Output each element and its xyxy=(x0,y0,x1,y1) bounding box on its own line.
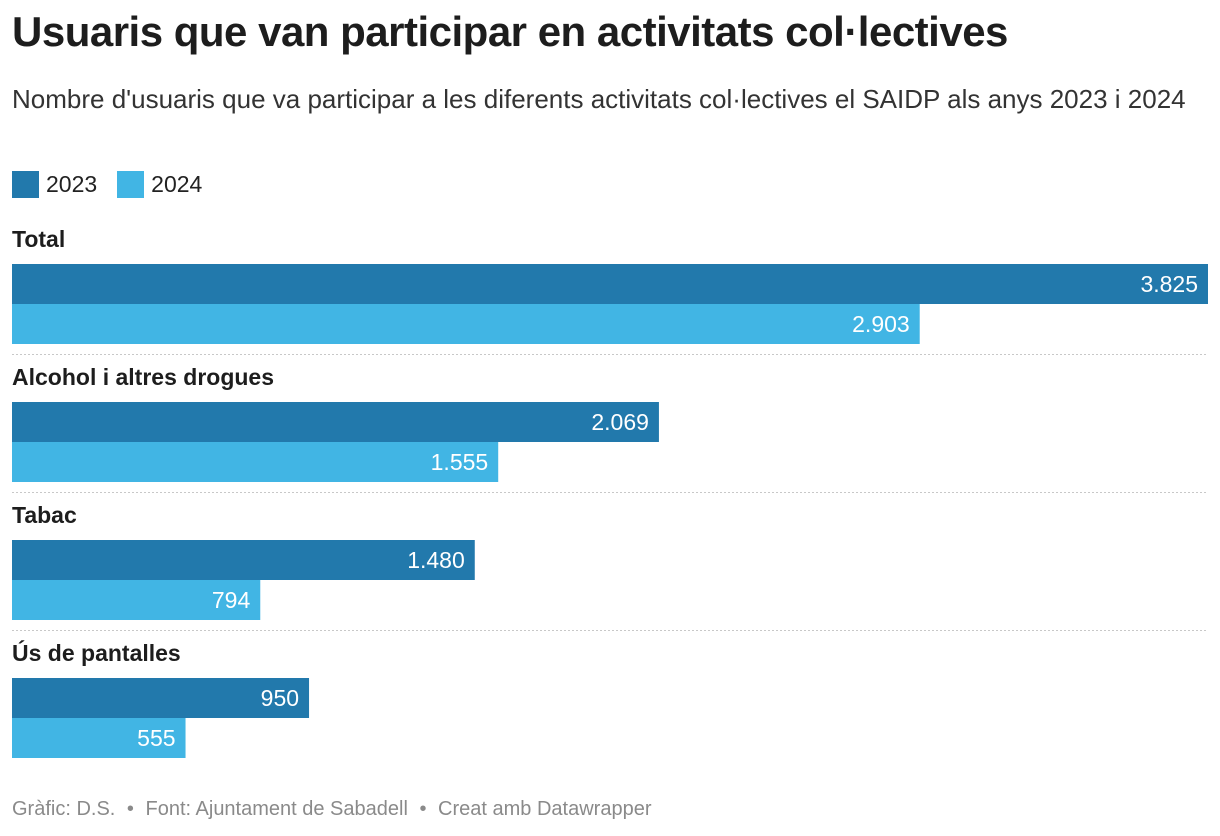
footer-separator-1: • xyxy=(126,798,134,820)
category-label-alcohol-i-altres-drogues: Alcohol i altres drogues xyxy=(12,364,274,390)
category-label-tabac: Tabac xyxy=(12,502,77,528)
chart-title: Usuaris que van participar en activitats… xyxy=(12,8,1008,55)
value-label-us-de-pantalles-2024: 555 xyxy=(137,725,175,751)
legend: 2023 2024 xyxy=(12,171,222,198)
footer-tool: Creat amb Datawrapper xyxy=(438,798,652,820)
legend-swatch-2024 xyxy=(117,171,145,198)
value-label-total-2024: 2.903 xyxy=(852,311,910,337)
legend-item-2024: 2024 xyxy=(117,171,202,198)
bar-us-de-pantalles-2023 xyxy=(12,678,310,718)
footer-credit: Gràfic: D.S. xyxy=(12,798,116,820)
bar-tabac-2024 xyxy=(12,580,261,620)
value-label-tabac-2023: 1.480 xyxy=(407,547,465,573)
value-label-alcohol-i-altres-drogues-2024: 1.555 xyxy=(431,449,489,475)
bar-alcohol-i-altres-drogues-2024 xyxy=(12,442,499,482)
category-label-us-de-pantalles: Ús de pantalles xyxy=(12,639,181,666)
category-label-total: Total xyxy=(12,226,65,252)
bar-chart: Total 3.825 2.903 Alcohol i altres drogues 2… xyxy=(12,226,1208,758)
legend-swatch-2023 xyxy=(12,171,39,198)
value-label-us-de-pantalles-2023: 950 xyxy=(261,685,299,711)
value-label-total-2023: 3.825 xyxy=(1140,271,1198,297)
value-label-alcohol-i-altres-drogues-2023: 2.069 xyxy=(591,409,649,435)
legend-item-2023: 2023 xyxy=(12,171,97,198)
bar-us-de-pantalles-2024 xyxy=(12,718,186,758)
bar-tabac-2023 xyxy=(12,540,475,580)
footer-separator-2: • xyxy=(419,798,427,820)
footer-source: Font: Ajuntament de Sabadell xyxy=(145,798,408,820)
bar-total-2024 xyxy=(12,304,920,344)
legend-label-2024: 2024 xyxy=(151,171,203,197)
value-label-tabac-2024: 794 xyxy=(212,587,251,613)
legend-label-2023: 2023 xyxy=(46,171,98,197)
bar-total-2023 xyxy=(12,264,1208,304)
chart-subtitle: Nombre d'usuaris que va participar a les… xyxy=(12,84,1186,114)
bar-alcohol-i-altres-drogues-2023 xyxy=(12,402,659,442)
footer: Gràfic: D.S. • Font: Ajuntament de Sabad… xyxy=(12,798,651,821)
